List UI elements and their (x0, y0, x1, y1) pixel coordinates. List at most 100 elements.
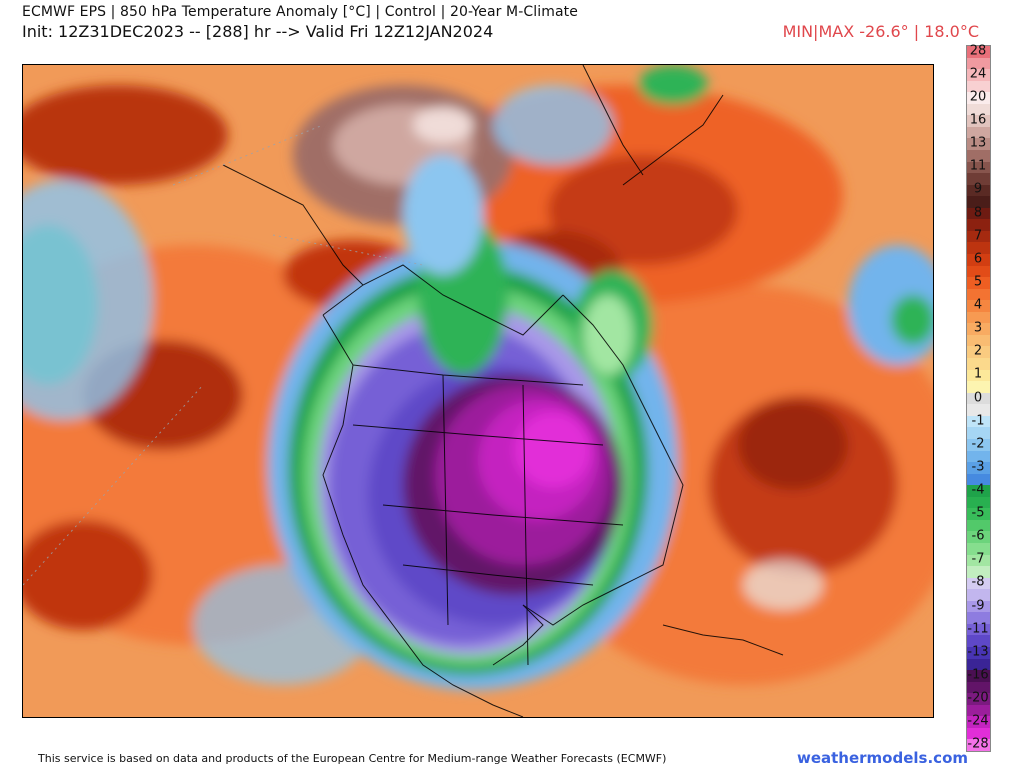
colorbar-tick-label: -7 (971, 551, 985, 567)
colorbar-swatch (967, 415, 990, 428)
colorbar-tick-label: 2 (973, 343, 983, 359)
colorbar-swatch (967, 358, 990, 371)
colorbar-swatch (967, 196, 990, 209)
colorbar-tick-label: 3 (973, 320, 983, 336)
colorbar-tick-label: 28 (969, 43, 987, 59)
colorbar-swatch (967, 716, 990, 729)
anomaly-field (23, 65, 933, 717)
colorbar-swatch (967, 126, 990, 139)
colorbar-tick-label: -2 (971, 436, 985, 452)
anomaly-map (22, 64, 934, 718)
colorbar-tick-label: 9 (973, 181, 983, 197)
colorbar-swatch (967, 577, 990, 590)
colorbar-swatch (967, 612, 990, 625)
colorbar-tick-label: -6 (971, 528, 985, 544)
colorbar-tick-label: -28 (967, 736, 989, 752)
colorbar-swatch (967, 242, 990, 255)
colorbar-swatch (967, 646, 990, 660)
colorbar-swatch (967, 658, 990, 671)
colorbar-tick-label: 7 (973, 228, 983, 244)
colorbar-swatch (967, 554, 990, 567)
colorbar-swatch (967, 600, 990, 613)
colorbar-swatch (967, 46, 990, 59)
colorbar-swatch (967, 184, 990, 197)
colorbar-swatch (967, 438, 990, 451)
colorbar-tick-label: 24 (969, 66, 987, 82)
colorbar-tick-label: -11 (967, 621, 989, 637)
map-title: ECMWF EPS | 850 hPa Temperature Anomaly … (22, 4, 578, 20)
colorbar-swatch (967, 392, 990, 405)
colorbar-swatch (967, 80, 990, 93)
colorbar-tick-label: 16 (969, 112, 987, 128)
colorbar-swatch (967, 450, 990, 463)
colorbar-tick-label: 11 (969, 158, 987, 174)
colorbar-swatch (967, 381, 990, 394)
colorbar-swatch (967, 173, 990, 186)
colorbar-tick-label: -5 (971, 505, 985, 521)
colorbar-swatch (967, 589, 990, 602)
colorbar-tick-label: 6 (973, 251, 983, 267)
colorbar-tick-label: -9 (971, 598, 985, 614)
colorbar-swatch (967, 704, 990, 717)
attribution: This service is based on data and produc… (38, 752, 667, 765)
colorbar-swatch (967, 115, 990, 128)
colorbar-swatch (967, 57, 990, 70)
colorbar-swatch (967, 566, 990, 579)
colorbar-swatch (967, 207, 990, 220)
colorbar-swatch (967, 485, 990, 498)
colorbar-swatch (967, 254, 990, 267)
colorbar-tick-label: -24 (967, 713, 989, 729)
colorbar-tick-label: -20 (967, 690, 989, 706)
colorbar-swatch (967, 508, 990, 521)
colorbar-tick-label: -16 (967, 667, 989, 683)
colorbar-tick-label: -4 (971, 482, 985, 498)
colorbar-tick-label: 0 (973, 390, 983, 405)
colorbar-tick-label: -3 (971, 459, 985, 475)
brand-link[interactable]: weathermodels.com (796, 749, 968, 767)
colorbar-swatch (967, 300, 990, 313)
colorbar-swatch (967, 265, 990, 278)
colorbar-swatch (967, 138, 990, 151)
colorbar-swatch (967, 727, 990, 740)
colorbar-swatch (967, 739, 990, 752)
colorbar-tick-label: 5 (973, 274, 983, 290)
colorbar-swatch (967, 670, 990, 683)
colorbar-swatch (967, 346, 990, 359)
colorbar-swatch (967, 427, 990, 440)
colorbar-swatch (967, 496, 990, 509)
colorbar-tick-label: 8 (973, 205, 983, 221)
colorbar-swatch (967, 369, 990, 382)
colorbar-tick-label: -8 (971, 574, 985, 590)
colorbar-swatch (967, 623, 990, 636)
colorbar-tick-label: -13 (967, 644, 989, 660)
colorbar-tick-label: 13 (969, 135, 987, 151)
colorbar-swatch (967, 277, 990, 290)
colorbar-swatch (967, 219, 990, 232)
colorbar-swatch (967, 473, 990, 486)
colorbar-swatch (967, 323, 990, 336)
minmax-readout: MIN|MAX -26.6° | 18.0°C (782, 22, 979, 41)
colorbar-swatch (967, 311, 990, 324)
colorbar-swatch (967, 92, 990, 105)
colorbar-swatch (967, 404, 990, 417)
colorbar-swatch (967, 334, 990, 347)
colorbar-swatch (967, 462, 990, 475)
colorbar-tick-label: -1 (971, 413, 985, 429)
colorbar (966, 45, 991, 752)
colorbar-swatch (967, 531, 990, 544)
colorbar-swatch (967, 150, 990, 163)
colorbar-swatch (967, 542, 990, 555)
colorbar-swatch (967, 103, 990, 116)
colorbar-swatch (967, 230, 990, 243)
colorbar-tick-label: 4 (973, 297, 983, 313)
colorbar-tick-label: 20 (969, 89, 987, 105)
colorbar-tick-label: 1 (973, 366, 983, 382)
colorbar-swatch (967, 519, 990, 532)
colorbar-swatch (967, 693, 990, 706)
colorbar-swatch (967, 681, 990, 694)
colorbar-swatch (967, 635, 990, 648)
colorbar-swatch (967, 69, 990, 82)
init-valid-line: Init: 12Z31DEC2023 -- [288] hr --> Valid… (22, 22, 494, 41)
colorbar-swatch (967, 161, 990, 174)
colorbar-swatch (967, 288, 990, 301)
